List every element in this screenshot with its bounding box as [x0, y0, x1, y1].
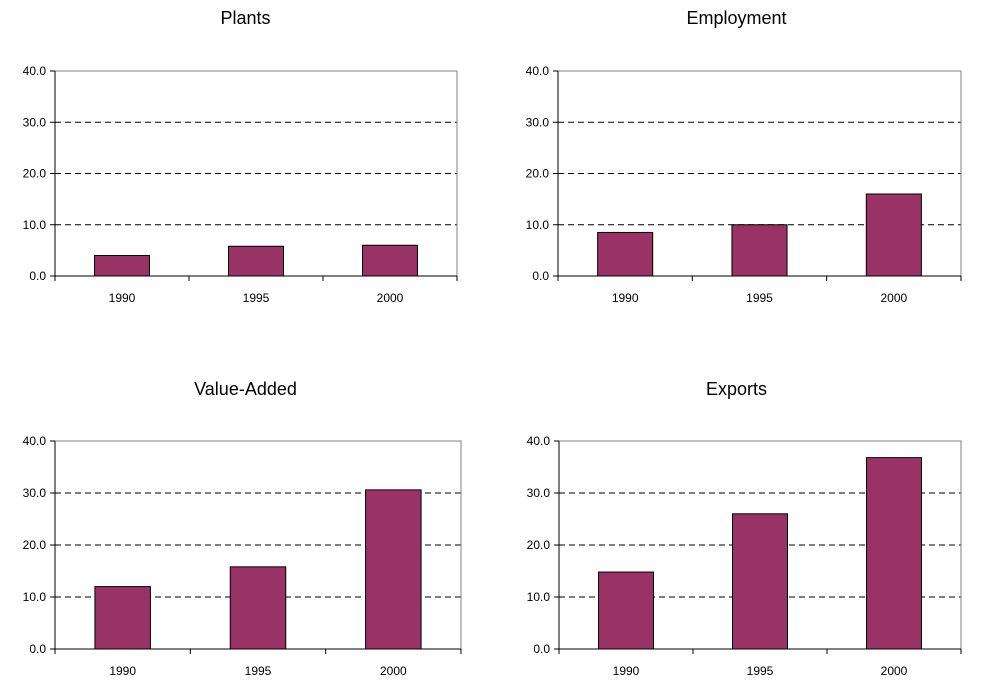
y-tick-label: 40.0: [23, 434, 47, 448]
bar: [731, 224, 788, 277]
x-tick-label: 1995: [243, 291, 270, 305]
y-tick-label: 40.0: [527, 434, 551, 448]
chart-title: Value-Added: [194, 379, 297, 399]
y-tick-label: 10.0: [527, 590, 551, 604]
bar: [94, 586, 151, 650]
x-tick-label: 1990: [109, 664, 136, 678]
y-tick-label: 10.0: [23, 218, 47, 232]
x-tick-label: 1990: [109, 291, 136, 305]
chart-title: Plants: [220, 8, 271, 28]
y-tick-label: 30.0: [527, 486, 551, 500]
chart-panel-employment: Employment 0.0 10.0 20.0 30.0 40.0 1990 1995 20…: [491, 0, 982, 341]
bar: [865, 193, 922, 277]
x-tick-label: 2000: [881, 664, 908, 678]
chart-panel-exports: Exports 0.0 10.0 20.0 30.0 40.0 1990 1995 2000: [491, 341, 982, 683]
bar-chart: 0.0 10.0 20.0 30.0 40.0 1990 1995 2000: [23, 64, 458, 305]
x-tick-label: 1990: [612, 291, 639, 305]
y-tick-label: 20.0: [527, 538, 551, 552]
bar: [866, 457, 922, 650]
x-tick-label: 1995: [747, 664, 774, 678]
x-tick-label: 1995: [746, 291, 773, 305]
bar: [365, 489, 422, 650]
bar: [598, 571, 654, 650]
y-tick-label: 20.0: [23, 538, 47, 552]
chart-title: Employment: [686, 8, 787, 28]
chart-panel-value-added: Value-Added 0.0 10.0 20.0 30.0 40.0 1990 1995 2…: [0, 341, 491, 683]
y-tick-label: 30.0: [23, 486, 47, 500]
bar-chart: 0.0 10.0 20.0 30.0 40.0 1990 1995 2000: [526, 64, 962, 305]
x-tick-label: 2000: [380, 664, 407, 678]
chart-panel-plants: Plants 0.0 10.0 20.0 30.0 40.0 1990 1995 2000: [0, 0, 491, 341]
y-tick-label: 30.0: [23, 115, 47, 129]
bar-chart: 0.0 10.0 20.0 30.0 40.0 1990 1995 2000: [527, 434, 962, 678]
bar: [597, 231, 654, 277]
y-tick-label: 20.0: [23, 167, 47, 181]
bar: [362, 244, 418, 277]
y-tick-label: 10.0: [526, 218, 550, 232]
bar: [732, 513, 788, 650]
chart-title: Exports: [705, 379, 768, 399]
y-tick-label: 30.0: [526, 115, 550, 129]
bar: [229, 566, 287, 650]
y-tick-label: 0.0: [533, 642, 550, 656]
x-tick-label: 1990: [613, 664, 640, 678]
y-tick-label: 0.0: [532, 269, 549, 283]
y-tick-label: 10.0: [23, 590, 47, 604]
y-tick-label: 40.0: [526, 64, 550, 78]
y-tick-label: 0.0: [29, 269, 46, 283]
y-tick-label: 20.0: [526, 167, 550, 181]
x-tick-label: 1995: [245, 664, 272, 678]
bar: [228, 245, 284, 277]
y-tick-label: 0.0: [29, 642, 46, 656]
bar-chart: 0.0 10.0 20.0 30.0 40.0 1990 1995 2000: [23, 434, 462, 678]
y-tick-label: 40.0: [23, 64, 47, 78]
x-tick-label: 2000: [377, 291, 404, 305]
x-tick-label: 2000: [880, 291, 907, 305]
bar: [94, 255, 150, 277]
